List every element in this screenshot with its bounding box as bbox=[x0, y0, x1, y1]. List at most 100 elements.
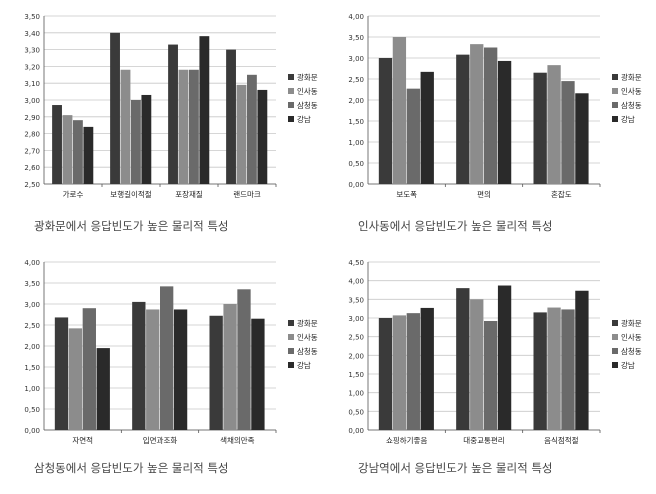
x-tick-label: 편의 bbox=[477, 189, 491, 199]
legend-swatch bbox=[612, 116, 618, 122]
bar bbox=[141, 94, 152, 184]
legend-label: 강남 bbox=[297, 114, 311, 124]
x-tick-label: 음식점적절 bbox=[544, 435, 579, 445]
legend-label: 강남 bbox=[297, 360, 311, 370]
y-tick-label: 1,50 bbox=[348, 118, 364, 126]
chart-caption: 인사동에서 응답빈도가 높은 물리적 특성 bbox=[358, 219, 553, 233]
legend-label: 광화문 bbox=[621, 72, 642, 82]
y-tick-label: 3,50 bbox=[348, 296, 364, 304]
bar bbox=[392, 315, 407, 430]
legend-swatch bbox=[612, 362, 618, 368]
bar-chart-gwanghwamun: 2,50 2,60 2,70 2,80 2,90 3,00 3,10 3,20 3,30 3,40… bbox=[24, 13, 318, 199]
bar bbox=[575, 93, 589, 184]
bar-chart-gangnam: 0,00 0,50 1,00 1,50 2,00 2,50 3,00 3,50 4,00 4,50… bbox=[348, 259, 642, 445]
bar bbox=[226, 49, 236, 184]
legend-swatch bbox=[612, 320, 618, 326]
y-tick-label: 2,80 bbox=[24, 131, 40, 139]
y-tick-label: 3,30 bbox=[24, 47, 40, 55]
legend-swatch bbox=[612, 88, 618, 94]
x-tick-label: 자연적 bbox=[72, 435, 93, 445]
bar bbox=[54, 317, 69, 430]
legend-label: 인사동 bbox=[621, 86, 642, 96]
bar bbox=[533, 312, 547, 430]
y-tick-label: 2,50 bbox=[348, 76, 364, 84]
y-tick-label: 2,50 bbox=[24, 322, 40, 330]
bar bbox=[392, 37, 407, 184]
y-tick-label: 1,00 bbox=[24, 385, 40, 393]
x-tick-label: 보도폭 bbox=[396, 190, 417, 199]
bar bbox=[533, 72, 547, 184]
y-tick-label: 0,50 bbox=[24, 406, 40, 414]
y-tick-label: 3,00 bbox=[348, 315, 364, 323]
chart-panel-insadong: 0,00 0,50 1,00 1,50 2,00 2,50 3,00 3,50 4,00 보도폭 편… bbox=[334, 8, 652, 248]
y-tick-label: 4,00 bbox=[24, 259, 40, 267]
y-tick-label: 2,00 bbox=[24, 343, 40, 351]
y-tick-label: 4,50 bbox=[348, 259, 364, 267]
y-tick-label: 2,00 bbox=[348, 352, 364, 360]
y-tick-label: 2,70 bbox=[24, 147, 40, 155]
x-tick-label: 혼잡도 bbox=[551, 189, 572, 199]
y-tick-label: 3,20 bbox=[24, 63, 40, 71]
y-tick-label: 3,10 bbox=[24, 80, 40, 88]
x-tick-label: 포장재질 bbox=[175, 189, 203, 199]
bar bbox=[247, 74, 257, 184]
legend-swatch bbox=[288, 334, 294, 340]
legend-label: 인사동 bbox=[297, 332, 318, 342]
legend-label: 강남 bbox=[621, 360, 635, 370]
y-tick-label: 1,00 bbox=[348, 390, 364, 398]
bar bbox=[547, 307, 561, 430]
bar bbox=[456, 54, 470, 184]
y-tick-label: 3,50 bbox=[24, 13, 40, 21]
bar bbox=[131, 100, 141, 184]
bar bbox=[257, 89, 268, 184]
bar bbox=[209, 315, 223, 430]
legend-label: 광화문 bbox=[621, 318, 642, 328]
x-tick-label: 랜드마크 bbox=[233, 189, 261, 199]
bar bbox=[378, 58, 393, 184]
bar bbox=[484, 47, 498, 184]
legend-swatch bbox=[288, 362, 294, 368]
y-tick-label: 3,00 bbox=[24, 97, 40, 105]
bar bbox=[189, 69, 199, 184]
legend-swatch bbox=[288, 88, 294, 94]
y-tick-label: 0,50 bbox=[348, 160, 364, 168]
bar bbox=[561, 81, 575, 184]
legend-swatch bbox=[612, 74, 618, 80]
legend-swatch bbox=[612, 348, 618, 354]
bar bbox=[497, 285, 512, 430]
x-tick-label: 보행길이적절 bbox=[110, 189, 151, 199]
bar bbox=[132, 301, 146, 430]
legend-swatch bbox=[612, 334, 618, 340]
chart-panel-gwanghwamun: 2,50 2,60 2,70 2,80 2,90 3,00 3,10 3,20 3,30 3,40… bbox=[10, 8, 328, 248]
legend-label: 강남 bbox=[621, 114, 635, 124]
bar bbox=[484, 320, 498, 430]
y-tick-label: 3,50 bbox=[348, 34, 364, 42]
y-tick-label: 1,50 bbox=[24, 364, 40, 372]
legend-swatch bbox=[288, 348, 294, 354]
legend-swatch bbox=[612, 102, 618, 108]
x-tick-label: 색채의만족 bbox=[220, 435, 255, 445]
x-tick-label: 대중교통편리 bbox=[463, 435, 504, 445]
bar bbox=[406, 313, 420, 430]
legend-label: 광화문 bbox=[297, 72, 318, 82]
y-tick-label: 2,50 bbox=[348, 334, 364, 342]
bar bbox=[173, 309, 188, 430]
legend-label: 삼청동 bbox=[621, 100, 642, 110]
legend-label: 광화문 bbox=[297, 318, 318, 328]
legend-swatch bbox=[288, 320, 294, 326]
bar bbox=[83, 126, 94, 184]
y-tick-label: 0,00 bbox=[348, 427, 364, 435]
y-tick-label: 2,50 bbox=[24, 181, 40, 189]
bar bbox=[120, 69, 131, 184]
x-tick-label: 쇼핑하기좋음 bbox=[386, 435, 427, 445]
y-tick-label: 1,00 bbox=[348, 139, 364, 147]
bar bbox=[223, 304, 237, 430]
bar bbox=[146, 309, 160, 430]
legend-swatch bbox=[288, 102, 294, 108]
bar bbox=[52, 105, 62, 184]
chart-caption: 강남역에서 응답빈도가 높은 물리적 특성 bbox=[358, 461, 553, 475]
y-tick-label: 0,00 bbox=[348, 181, 364, 189]
legend-label: 삼청동 bbox=[297, 100, 318, 110]
legend-label: 삼청동 bbox=[621, 346, 642, 356]
bar bbox=[96, 348, 110, 430]
